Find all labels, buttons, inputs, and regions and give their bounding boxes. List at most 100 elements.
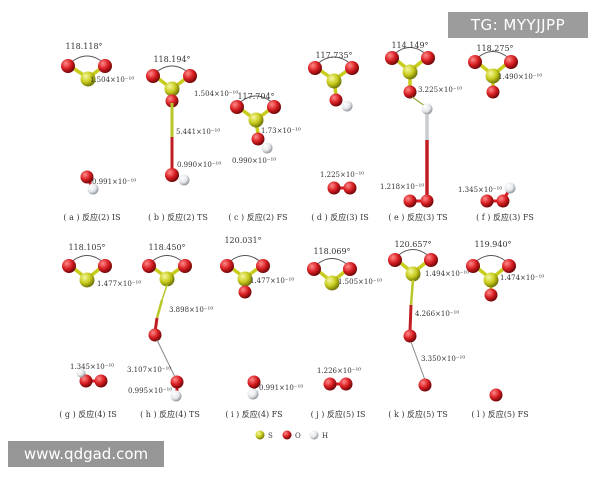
bond-length-long: 1.218×10⁻¹⁰ xyxy=(380,183,424,191)
atom-o xyxy=(323,377,337,391)
bond-length-oh: 1.345×10⁻¹⁰ xyxy=(70,363,114,371)
bond-length-so: 1.73×10⁻¹⁰ xyxy=(261,127,301,135)
legend: S O H xyxy=(255,430,328,440)
atom-o xyxy=(148,328,162,342)
panel-caption: ( g ) 反应(4) IS xyxy=(59,409,117,419)
angle-label: 118.105° xyxy=(68,243,105,252)
atom-h xyxy=(178,174,190,186)
bond-stretched xyxy=(408,304,413,332)
atom-o xyxy=(424,253,438,267)
atom-h xyxy=(504,182,516,194)
atom-o xyxy=(251,132,265,146)
atom-o xyxy=(502,259,516,273)
atom-o xyxy=(98,259,112,273)
atom-o xyxy=(247,375,261,389)
atom-o xyxy=(165,94,179,108)
angle-label: 117.704° xyxy=(237,92,274,101)
atom-o xyxy=(62,259,76,273)
bond-length-oo: 3.107×10⁻¹⁰ xyxy=(127,366,171,374)
atom-o xyxy=(238,285,252,299)
atom-o xyxy=(142,259,156,273)
bond-length-so: 1.505×10⁻¹⁰ xyxy=(338,278,382,286)
legend-label-s: S xyxy=(268,432,273,440)
atom-o xyxy=(480,194,494,208)
atom-o xyxy=(327,181,341,195)
bond-length-oh: 3.225×10⁻¹⁰ xyxy=(418,86,462,94)
panel-d: 117.735° 1.225×10⁻¹⁰ ( d ) 反应(3) IS xyxy=(308,51,369,222)
bond-length-long: 5.441×10⁻¹⁰ xyxy=(176,128,220,136)
legend-label-o: O xyxy=(295,432,301,440)
bond-length-oo: 1.225×10⁻¹⁰ xyxy=(320,171,364,179)
atom-o xyxy=(484,288,498,302)
legend-swatch-s xyxy=(255,430,265,440)
atom-s xyxy=(324,275,340,291)
atom-s xyxy=(485,68,501,84)
atom-o xyxy=(468,55,482,69)
atom-s xyxy=(79,272,95,288)
atom-s xyxy=(326,73,342,89)
angle-label: 119.940° xyxy=(474,240,511,249)
bond-stretched xyxy=(161,284,168,301)
atom-o xyxy=(61,59,75,73)
panel-caption: ( l ) 反应(5) FS xyxy=(471,409,528,419)
atom-o xyxy=(418,378,432,392)
bond-length-long: 3.898×10⁻¹⁰ xyxy=(169,306,213,314)
angle-label: 118.194° xyxy=(153,55,190,64)
atom-o xyxy=(170,375,184,389)
atom-o xyxy=(308,61,322,75)
panel-b: 118.194° 1.504×10⁻¹⁰ 5.441×10⁻¹⁰ 0.990×1… xyxy=(146,55,238,222)
atom-o xyxy=(267,100,281,114)
panel-i: 120.031° 1.477×10⁻¹⁰ 0.991×10⁻¹⁰ ( i ) 反… xyxy=(220,236,303,419)
atom-o xyxy=(403,194,417,208)
angle-label: 118.450° xyxy=(148,243,185,252)
panel-caption: ( h ) 反应(4) TS xyxy=(140,409,200,419)
atom-o xyxy=(98,59,112,73)
bond-length-oo: 3.350×10⁻¹⁰ xyxy=(421,355,465,363)
panel-g: 118.105° 1.477×10⁻¹⁰ 1.345×10⁻¹⁰ ( g ) 反… xyxy=(59,243,141,419)
bond-length-oh: 0.991×10⁻¹⁰ xyxy=(259,384,303,392)
atom-s xyxy=(164,81,180,97)
panel-caption: ( f ) 反应(3) FS xyxy=(476,212,534,222)
atom-s xyxy=(483,272,499,288)
angle-label: 114.149° xyxy=(391,41,428,50)
bond-length-oh: 1.345×10⁻¹⁰ xyxy=(458,186,502,194)
bond-length-so: 1.504×10⁻¹⁰ xyxy=(194,90,238,98)
atom-h xyxy=(261,142,273,154)
angle-label: 120.031° xyxy=(224,236,261,245)
atom-o xyxy=(220,259,234,273)
atom-o xyxy=(504,55,518,69)
atom-o xyxy=(329,93,343,107)
watermark-site: www.qdgad.com xyxy=(8,441,164,467)
angle-label: 118.069° xyxy=(313,247,350,256)
panel-h: 118.450° 3.898×10⁻¹⁰ 3.107×10⁻¹⁰ 0.995×1… xyxy=(127,243,213,419)
bond-length-so: 1.477×10⁻¹⁰ xyxy=(97,280,141,288)
atom-o xyxy=(420,194,434,208)
atom-o xyxy=(339,377,353,391)
legend-label-h: H xyxy=(322,432,328,440)
atom-o xyxy=(79,374,93,388)
atom-h xyxy=(170,390,182,402)
atom-o xyxy=(385,51,399,65)
atom-o xyxy=(403,329,417,343)
atom-o xyxy=(94,374,108,388)
bond-length-oh: 0.990×10⁻¹⁰ xyxy=(177,161,221,169)
panel-l: 119.940° 1.474×10⁻¹⁰ ( l ) 反应(5) FS xyxy=(466,240,544,419)
panel-caption: ( j ) 反应(5) IS xyxy=(311,409,366,419)
bond-dashed xyxy=(411,96,426,107)
panel-c: 117.704° 1.73×10⁻¹⁰ 0.990×10⁻¹⁰ ( c ) 反应… xyxy=(228,92,300,222)
legend-swatch-o xyxy=(282,430,292,440)
atom-o xyxy=(388,253,402,267)
atom-o xyxy=(178,259,192,273)
bond-length-oh: 0.990×10⁻¹⁰ xyxy=(232,157,276,165)
bond-length-so: 1.494×10⁻¹⁰ xyxy=(425,270,469,278)
panel-caption: ( b ) 反应(2) TS xyxy=(148,212,208,222)
atom-o xyxy=(403,85,417,99)
angle-label: 118.275° xyxy=(476,44,513,53)
atom-o xyxy=(307,262,321,276)
bond-length-so: 1.477×10⁻¹⁰ xyxy=(250,277,294,285)
atom-s xyxy=(159,271,175,287)
atom-o xyxy=(496,194,510,208)
atom-s xyxy=(80,71,96,87)
atom-h xyxy=(341,100,353,112)
atom-s xyxy=(402,64,418,80)
